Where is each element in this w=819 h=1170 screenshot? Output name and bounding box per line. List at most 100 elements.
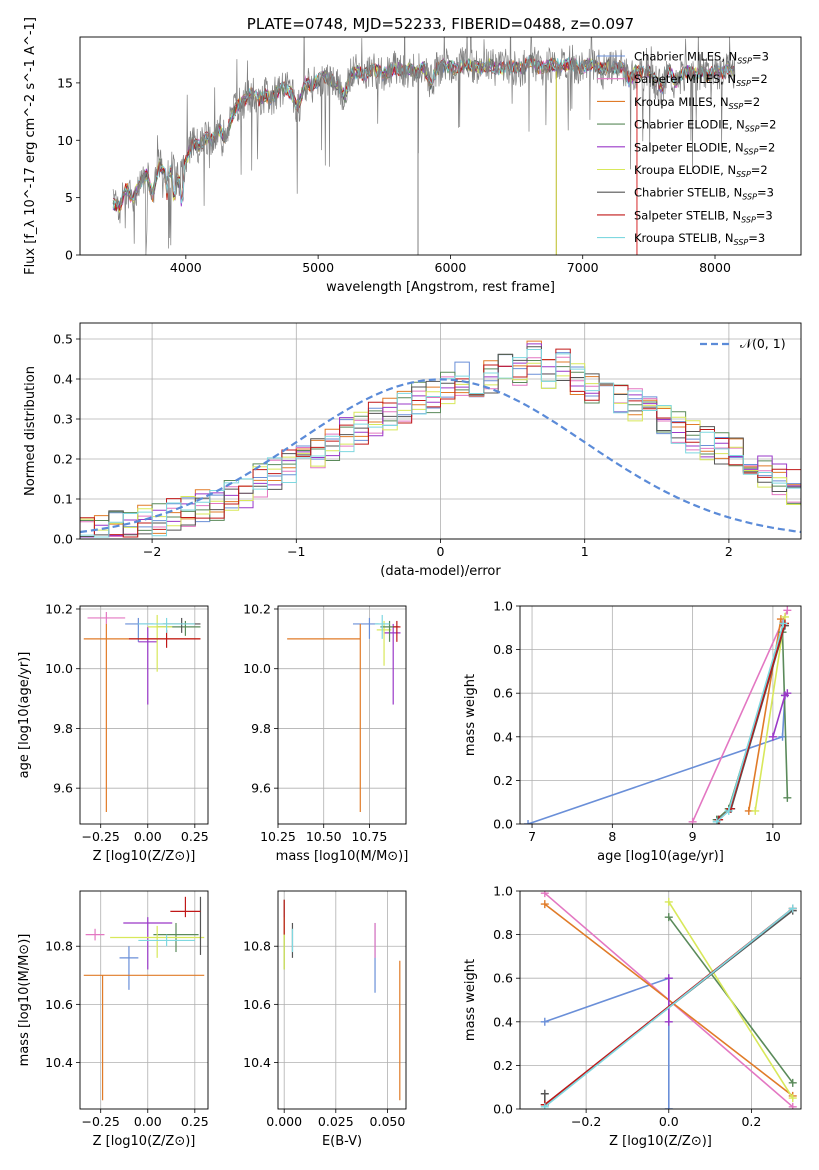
legend-entry: Kroupa MILES, NSSP=2 <box>634 95 760 111</box>
weight-marker <box>540 891 549 898</box>
weight-series <box>712 619 788 824</box>
x-axis-label: Z [log10(Z/Z⊙)] <box>93 1134 196 1149</box>
plot-area <box>83 611 201 813</box>
data-point <box>384 623 401 705</box>
data-point <box>87 611 126 624</box>
x-tick-label: −1 <box>287 544 305 559</box>
axes-frame <box>79 322 802 540</box>
weight-marker <box>688 817 697 824</box>
weight-marker <box>524 820 533 824</box>
y-tick-label: 0.4 <box>493 1014 513 1029</box>
x-tick-label: 8000 <box>699 260 731 275</box>
data-point <box>128 629 201 648</box>
axes-frame <box>277 605 407 825</box>
legend-entry: Salpeter STELIB, NSSP=3 <box>634 208 773 224</box>
weight-marker <box>776 615 785 624</box>
x-tick-label: −0.25 <box>82 829 120 844</box>
y-tick-label: 1.0 <box>493 884 513 899</box>
y-tick-label: 10.0 <box>243 661 271 676</box>
grid-lines <box>80 891 208 1109</box>
normal-curve <box>80 378 801 534</box>
y-tick-label: 0.0 <box>493 817 513 832</box>
y-tick-label: 9.6 <box>251 781 271 796</box>
y-tick-label: 1.0 <box>493 599 513 614</box>
y-tick-label: 0.5 <box>53 332 73 347</box>
x-tick-label: 4000 <box>170 260 202 275</box>
y-tick-label: 10.6 <box>45 997 73 1012</box>
x-axis-label: mass [log10(M/M⊙)] <box>276 849 409 864</box>
x-tick-label: 0.000 <box>266 1114 302 1129</box>
legend-entry: Chabrier STELIB, NSSP=3 <box>634 186 774 202</box>
x-tick-label: 7000 <box>567 260 599 275</box>
weight-series <box>664 974 673 1026</box>
x-tick-label: 10.25 <box>260 829 296 844</box>
data-point <box>83 974 205 1101</box>
y-tick-label: 0.6 <box>493 971 513 986</box>
x-tick-label: 9 <box>689 829 697 844</box>
axes-frame <box>519 605 802 825</box>
legend: 𝒩(0, 1) <box>700 336 786 351</box>
panel-residuals: −2 −1 0 1 2 0.0 0.1 0.2 0.3 0.4 0.5 (data-model)/er… <box>23 322 802 579</box>
x-tick-label: 10 <box>765 829 781 844</box>
y-tick-label: 0.0 <box>493 1102 513 1117</box>
panel-weight-vs-Z: −0.2 0.0 0.2 0.0 0.2 0.4 0.6 0.8 1.0 Z [log10(Z/Z… <box>463 884 802 1149</box>
plot-area <box>283 899 401 1101</box>
data-point <box>110 925 205 958</box>
weight-marker <box>783 689 792 698</box>
x-tick-label: 0.00 <box>134 829 162 844</box>
x-tick-label: 10.50 <box>306 829 342 844</box>
ticks: 10.25 10.50 10.75 9.6 9.8 10.0 10.2 <box>243 601 387 844</box>
y-axis-label: mass weight <box>463 674 478 756</box>
data-point <box>352 617 379 639</box>
legend: Chabrier MILES, NSSP=3 Salpeter MILES, NS… <box>597 50 776 247</box>
y-tick-label: 9.8 <box>251 721 271 736</box>
data-point <box>287 623 361 813</box>
x-axis-label: Z [log10(Z/Z⊙)] <box>93 849 196 864</box>
legend-entry: Salpeter ELODIE, NSSP=2 <box>634 140 775 156</box>
data-point <box>138 934 195 947</box>
x-tick-label: 0 <box>437 544 445 559</box>
plot-area <box>287 614 401 813</box>
observed-spectrum <box>112 37 736 255</box>
grid-lines <box>80 606 208 824</box>
x-tick-label: 1 <box>581 544 589 559</box>
weight-marker <box>664 897 673 906</box>
ticks: 0.000 0.025 0.050 10.4 10.6 10.8 <box>243 939 405 1129</box>
y-axis-label: Flux [f_λ 10^-17 erg cm^-2 s^-1 A^-1] <box>23 17 38 275</box>
ticks: 4000 5000 6000 7000 8000 0 5 10 15 <box>57 75 731 275</box>
panel-weight-vs-age: 7 8 9 10 0.0 0.2 0.4 0.6 0.8 1.0 age [log10(age/yr… <box>463 599 802 864</box>
panel-spectrum: 4000 5000 6000 7000 8000 0 5 10 15 wavelength [An… <box>23 15 802 295</box>
y-tick-label: 10.2 <box>243 601 271 616</box>
legend-entry: Kroupa ELODIE, NSSP=2 <box>634 163 768 179</box>
weight-marker <box>712 817 721 824</box>
weight-marker <box>779 619 788 628</box>
axes-frame <box>79 605 209 825</box>
weight-marker <box>751 806 760 815</box>
data-point <box>376 620 392 666</box>
x-tick-label: 7 <box>528 829 536 844</box>
axes-frame <box>79 36 802 256</box>
panel-mass-vs-Z: −0.25 0.00 0.25 10.4 10.6 10.8 Z [log10(Z/Z⊙)]… <box>17 890 209 1149</box>
weight-series <box>768 689 792 741</box>
panel-age-vs-mass: 10.25 10.50 10.75 9.6 9.8 10.0 10.2 mass [log10… <box>243 601 408 864</box>
y-tick-label: 0.0 <box>53 532 73 547</box>
weight-marker <box>664 913 673 922</box>
plot-area <box>80 340 801 539</box>
weight-marker <box>664 1017 673 1026</box>
weight-marker <box>788 1102 797 1109</box>
plot-area <box>540 891 797 1109</box>
x-tick-label: 6000 <box>435 260 467 275</box>
plot-area <box>524 606 792 824</box>
weight-line <box>716 623 785 823</box>
weight-marker <box>788 1094 797 1103</box>
weight-line <box>691 610 789 823</box>
axes-frame <box>519 890 802 1110</box>
y-tick-label: 0.2 <box>53 452 73 467</box>
data-point <box>83 623 201 813</box>
x-tick-label: −0.2 <box>571 1114 601 1129</box>
y-axis-label: mass [log10(M/M⊙)] <box>17 934 32 1067</box>
weight-marker <box>540 1017 549 1026</box>
legend-entry: Chabrier ELODIE, NSSP=2 <box>634 118 776 134</box>
x-tick-label: 0.00 <box>134 1114 162 1129</box>
panel-mass-vs-EBV: 0.000 0.025 0.050 10.4 10.6 10.8 E(B-V) <box>243 890 407 1149</box>
